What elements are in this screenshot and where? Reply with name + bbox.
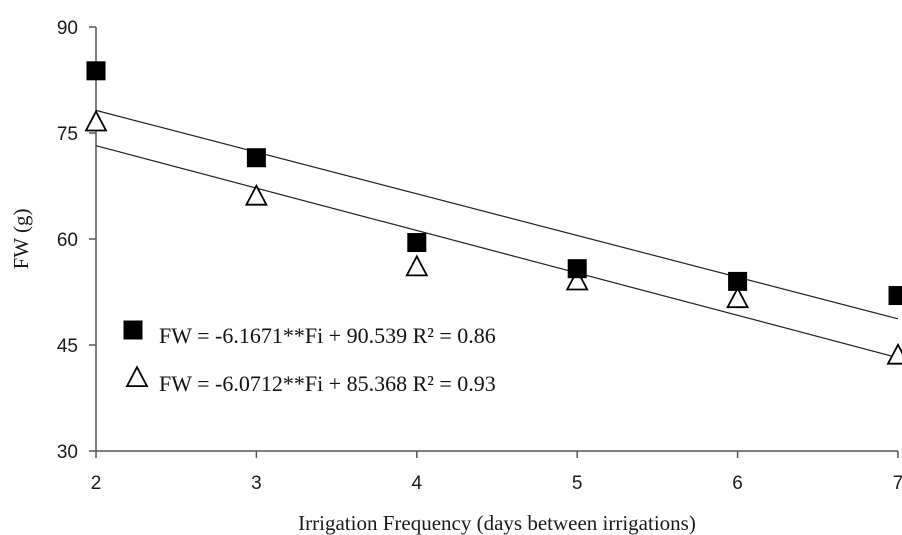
y-tick-label: 45: [57, 336, 78, 357]
y-tick-label: 90: [57, 18, 78, 39]
x-axis-title: Irrigation Frequency (days between irrig…: [298, 511, 696, 535]
x-tick-label: 3: [251, 473, 262, 494]
x-ticks: 2 3 4 5 6 7: [91, 451, 902, 494]
legend-marker-series-1: [123, 320, 143, 340]
legend-label-series-2: FW = -6.0712**Fi + 85.368 R² = 0.93: [159, 371, 496, 396]
x-tick-label: 2: [91, 473, 102, 494]
square-point: [728, 271, 748, 291]
triangle-point: [244, 183, 268, 206]
trendline-series-1: [95, 109, 899, 320]
square-point: [86, 61, 106, 81]
triangle-point: [84, 109, 108, 132]
legend-label-series-1: FW = -6.1671**Fi + 90.539 R² = 0.86: [159, 323, 496, 348]
x-tick-label: 6: [732, 473, 743, 494]
x-tick-label: 7: [893, 473, 902, 494]
y-ticks: 30 45 60 75 90: [57, 18, 96, 463]
y-axis-title: FW (g): [9, 209, 33, 270]
y-tick-label: 75: [57, 124, 78, 145]
square-point: [246, 148, 266, 168]
legend: FW = -6.1671**Fi + 90.539 R² = 0.86 FW = …: [123, 320, 496, 396]
square-point: [407, 233, 427, 253]
x-tick-label: 4: [412, 473, 423, 494]
trendline-series-2: [95, 145, 899, 359]
triangle-point: [405, 254, 429, 277]
y-tick-label: 30: [57, 442, 78, 463]
triangle-point: [726, 286, 750, 309]
square-point: [888, 286, 902, 306]
legend-marker-series-2: [125, 365, 149, 388]
x-tick-label: 5: [572, 473, 583, 494]
square-point: [567, 259, 587, 279]
data-points: [84, 61, 902, 365]
trendlines: [95, 109, 899, 359]
y-tick-label: 60: [57, 230, 78, 251]
triangle-point: [565, 268, 589, 291]
triangle-point: [886, 342, 902, 365]
